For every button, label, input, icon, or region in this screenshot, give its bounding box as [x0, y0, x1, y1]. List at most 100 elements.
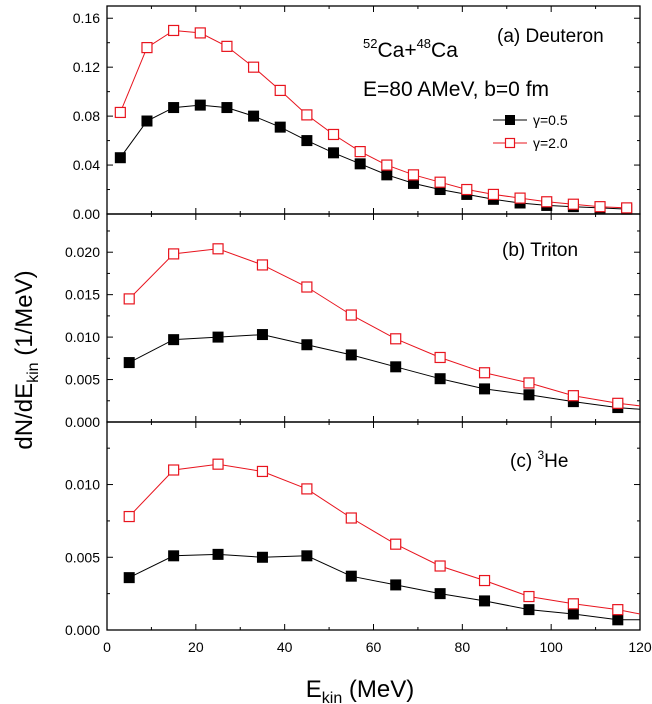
series-gamma20 [114, 24, 633, 214]
x-tick-label: 40 [277, 639, 293, 655]
data-point [407, 169, 420, 181]
x-axis-title-sub: kin [322, 690, 342, 704]
data-point [523, 604, 535, 616]
panel-2: 0.000 0.005 0.010 0.015 0.020 (b) Triton [65, 213, 641, 430]
data-point [114, 106, 126, 119]
data-point [523, 389, 535, 401]
data-point [567, 608, 579, 620]
y-tick-label: 0.015 [65, 287, 100, 303]
data-point [407, 177, 419, 189]
y-tick-label: 0.010 [65, 329, 100, 345]
svg-text:dN/dEkin (1/MeV): dN/dEkin (1/MeV) [11, 270, 42, 449]
data-point [327, 128, 340, 141]
data-point [345, 309, 357, 321]
svg-text:52Ca+48Ca: 52Ca+48Ca [363, 36, 458, 62]
data-point [168, 24, 180, 37]
data-point [434, 560, 446, 572]
series-line [128, 553, 640, 621]
data-point [141, 115, 153, 127]
data-point [594, 201, 606, 213]
data-point [390, 579, 402, 591]
series-line [128, 463, 641, 615]
y-axis-title-unit: (1/MeV) [11, 270, 38, 362]
data-point [168, 334, 180, 346]
reaction-part-1: Ca+ [377, 39, 416, 62]
data-point [612, 614, 624, 626]
reaction-sup-1: 52 [363, 36, 377, 51]
legend-label-gamma20: γ=2.0 [533, 135, 568, 151]
data-point [434, 588, 446, 600]
data-point [514, 192, 526, 204]
data-point [434, 184, 446, 196]
series-line [128, 334, 641, 410]
data-point [612, 397, 624, 409]
reaction-sup-2: 48 [417, 36, 431, 51]
reaction-annotation: 52Ca+48Ca E=80 AMeV, b=0 fm [363, 36, 549, 101]
data-point [621, 202, 633, 214]
data-point [434, 176, 446, 188]
series-line [128, 248, 641, 407]
data-point [301, 483, 313, 495]
data-point [612, 604, 624, 616]
data-point [141, 41, 153, 54]
data-point [567, 598, 579, 610]
data-point [274, 84, 286, 97]
data-point [168, 102, 180, 114]
legend-marker-gamma20 [504, 137, 516, 149]
series-gamma20 [123, 458, 641, 616]
data-point [478, 574, 491, 587]
x-tick-label: 0 [103, 639, 111, 655]
data-point [345, 512, 357, 524]
data-point [256, 551, 268, 563]
x-tick-label: 60 [366, 639, 382, 655]
data-point [247, 61, 260, 73]
y-axis-title: dN/dEkin (1/MeV) [11, 270, 42, 449]
data-point [248, 110, 260, 122]
y-tick-label: 0.010 [65, 477, 100, 493]
y-tick-label: 0.005 [65, 549, 100, 565]
y-tick-label: 0.08 [73, 108, 100, 124]
data-point [390, 361, 402, 373]
x-tick-labels: 0 20 40 60 80 100 120 [103, 639, 652, 655]
data-point [123, 510, 135, 523]
y-tick-label: 0.00 [73, 206, 100, 222]
data-point [301, 550, 313, 562]
data-point [328, 147, 340, 159]
data-point [354, 158, 366, 170]
data-point [479, 595, 491, 607]
y-tick-label: 0.000 [65, 622, 100, 638]
data-point [381, 159, 393, 171]
x-axis-title: Ekin (MeV) [306, 676, 414, 704]
data-point [123, 293, 135, 305]
data-point [212, 331, 224, 343]
y-tick-label: 0.12 [73, 59, 100, 75]
data-point [523, 590, 535, 603]
x-axis-title-unit: (MeV) [342, 676, 414, 703]
data-point [390, 333, 402, 345]
series-gamma05 [123, 548, 640, 626]
data-point [212, 458, 224, 470]
y-tick-label: 0.16 [73, 10, 100, 26]
y-tick-label: 0.020 [65, 244, 100, 260]
data-point [256, 465, 269, 478]
y-axis-title-main: dN/dE [11, 383, 38, 450]
data-point [478, 367, 491, 379]
data-point [567, 198, 579, 210]
panel-label: (c) 3He [510, 448, 568, 472]
data-point [523, 377, 535, 389]
data-point [114, 152, 126, 164]
data-point [567, 390, 579, 402]
data-point [168, 248, 180, 260]
x-tick-label: 20 [188, 639, 204, 655]
y-tick-label: 0.04 [73, 157, 100, 173]
data-point [123, 357, 135, 369]
panel-1: 0.00 0.04 0.08 0.12 0.16 (a) Deuteron [73, 5, 641, 222]
data-point [381, 169, 393, 181]
series-gamma20 [123, 243, 641, 409]
series-gamma05 [123, 329, 641, 414]
data-point [221, 40, 233, 52]
data-point [567, 396, 579, 408]
data-point [221, 102, 233, 114]
data-point [212, 548, 224, 560]
